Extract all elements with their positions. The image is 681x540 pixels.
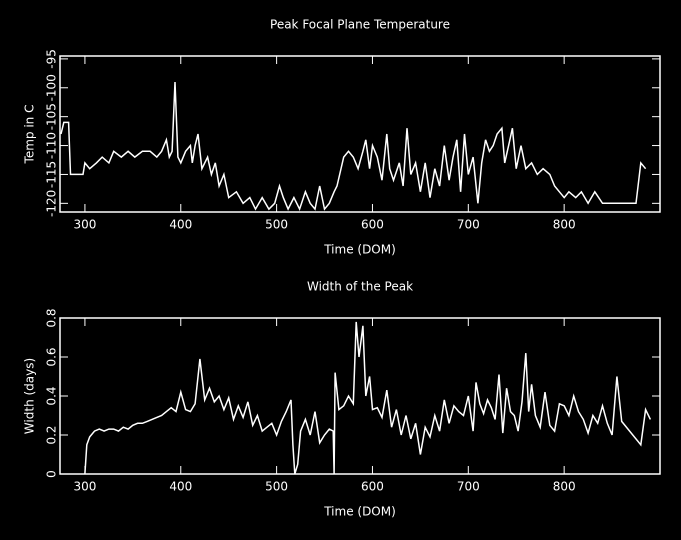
y-tick-label: 0.8 (45, 308, 59, 327)
chart-title: Width of the Peak (307, 280, 413, 294)
x-tick-label: 300 (73, 480, 96, 494)
y-tick-label: -95 (45, 49, 59, 69)
x-tick-label: 400 (169, 480, 192, 494)
x-tick-label: 700 (457, 218, 480, 232)
x-tick-label: 500 (265, 480, 288, 494)
plot-frame (59, 317, 661, 475)
y-axis-label: Temp in C (23, 105, 37, 165)
y-tick-label: -120 (45, 190, 59, 217)
y-tick-label: -105 (45, 103, 59, 130)
y-tick-label: -100 (45, 74, 59, 101)
x-axis-label: Time (DOM) (323, 243, 396, 257)
data-line (60, 81, 647, 212)
chart-title: Peak Focal Plane Temperature (270, 18, 450, 32)
x-axis-label: Time (DOM) (323, 505, 396, 519)
y-tick-label: 0.4 (45, 386, 59, 405)
y-tick-label: 0.2 (45, 425, 59, 444)
y-axis-label: Width (days) (23, 358, 37, 434)
x-tick-label: 800 (553, 480, 576, 494)
y-tick-label: -110 (45, 132, 59, 159)
x-tick-label: 300 (73, 218, 96, 232)
y-tick-label: 0.6 (45, 347, 59, 366)
x-tick-label: 400 (169, 218, 192, 232)
x-tick-label: 600 (361, 218, 384, 232)
y-tick-label: -115 (45, 161, 59, 188)
x-tick-label: 800 (553, 218, 576, 232)
y-tick-label: 0 (45, 470, 59, 478)
x-tick-label: 600 (361, 480, 384, 494)
x-tick-label: 500 (265, 218, 288, 232)
data-line (84, 321, 652, 475)
x-tick-label: 700 (457, 480, 480, 494)
plot-frame (59, 55, 661, 213)
